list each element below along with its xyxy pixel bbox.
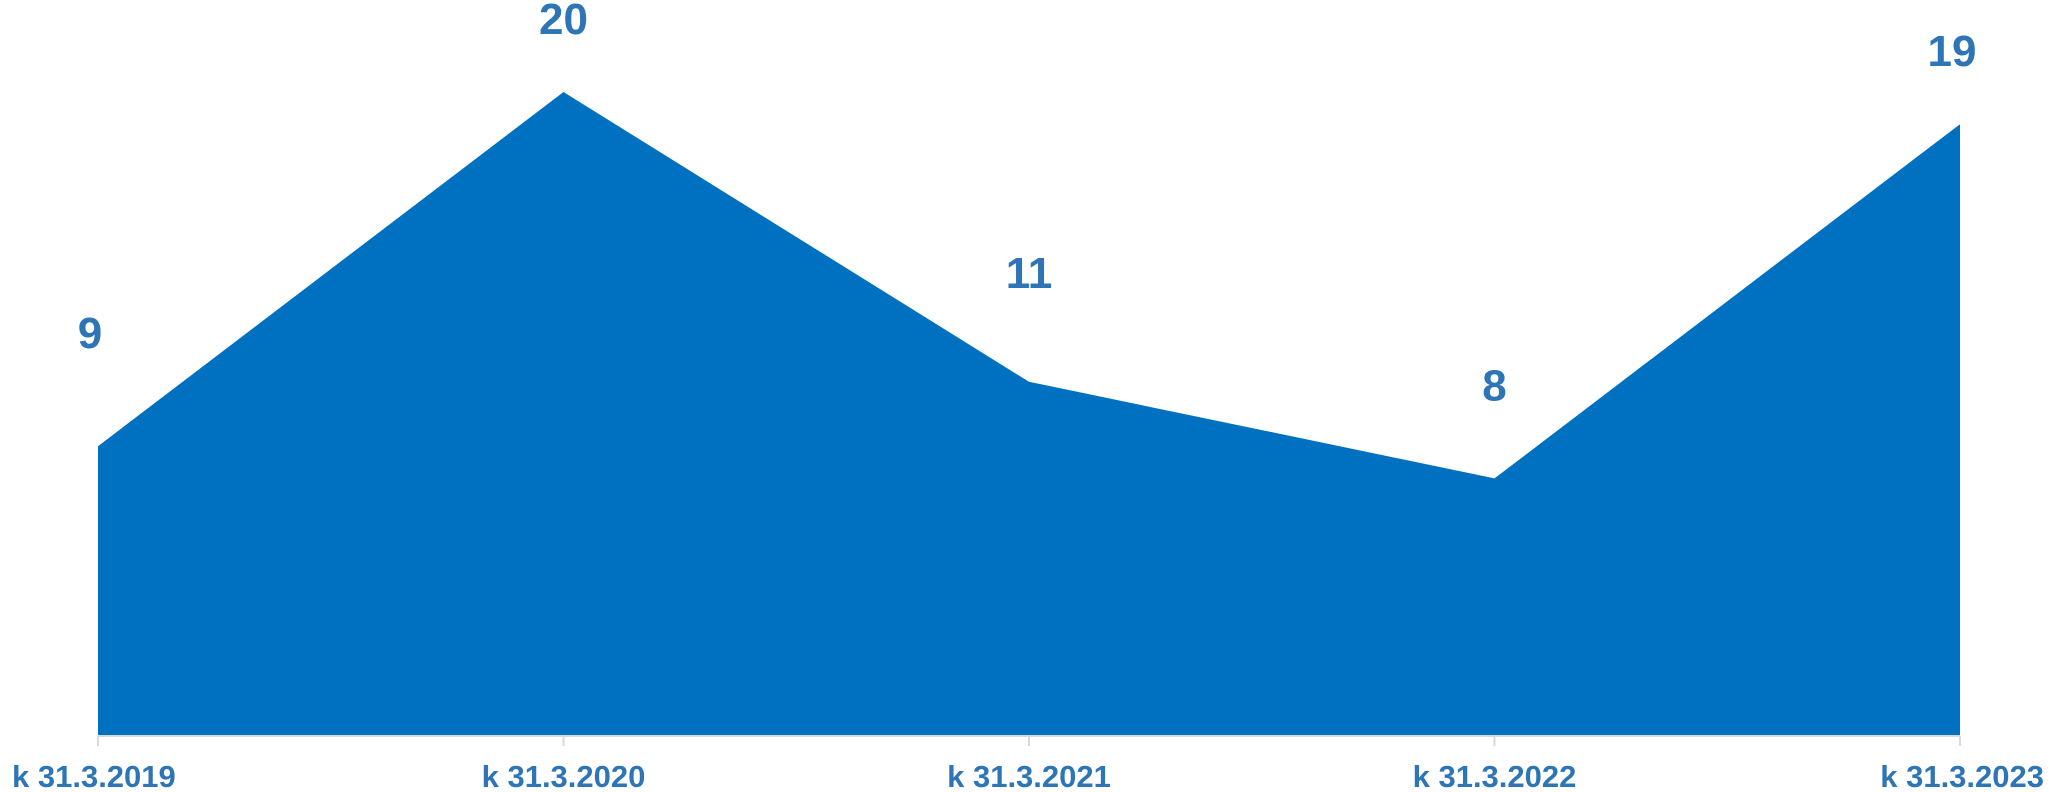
x-axis — [97, 735, 1961, 746]
x-tick-label: k 31.3.2022 — [1413, 759, 1577, 792]
x-tick-label: k 31.3.2020 — [482, 759, 646, 792]
data-label: 8 — [1482, 361, 1506, 410]
x-tick-labels: k 31.3.2019 k 31.3.2020 k 31.3.2021 k 31.3.… — [12, 759, 2044, 792]
data-label: 19 — [1928, 27, 1977, 76]
data-label: 20 — [539, 0, 588, 44]
x-tick-label: k 31.3.2021 — [947, 759, 1111, 792]
data-label: 9 — [78, 309, 102, 358]
data-labels: 9 20 11 8 19 — [78, 0, 1977, 410]
area-fill — [98, 92, 1960, 736]
x-tick-label: k 31.3.2023 — [1880, 759, 2044, 792]
data-label: 11 — [1006, 249, 1053, 298]
x-tick-label: k 31.3.2019 — [12, 759, 176, 792]
area-series — [98, 92, 1960, 736]
